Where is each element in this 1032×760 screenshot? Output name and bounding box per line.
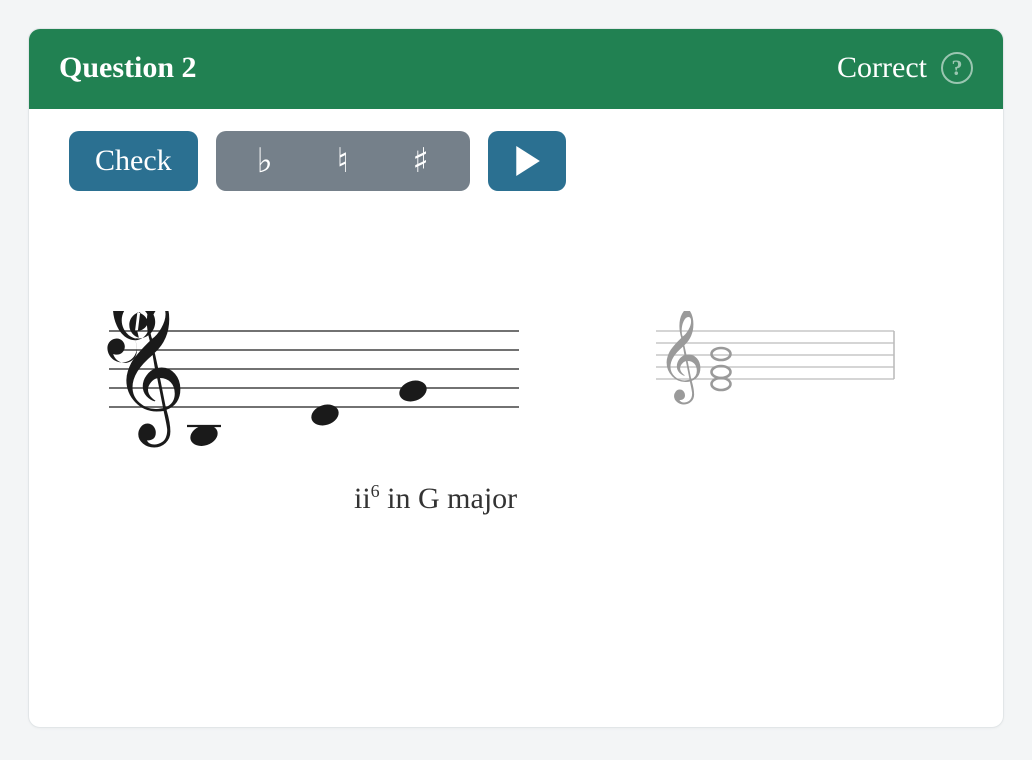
figured-bass: 6 bbox=[371, 481, 380, 501]
mini-staff: 𝄞 bbox=[644, 311, 904, 431]
accidental-group: ♭ ♮ ♯ bbox=[216, 131, 470, 191]
toolbar: Check ♭ ♮ ♯ bbox=[69, 131, 963, 191]
card-header: Question 2 Correct ? bbox=[29, 29, 1003, 109]
chord-label: ii6 in G major bbox=[354, 481, 517, 516]
help-icon[interactable]: ? bbox=[941, 52, 973, 84]
flat-button[interactable]: ♭ bbox=[226, 131, 304, 191]
sharp-button[interactable]: ♯ bbox=[382, 131, 460, 191]
note-c4[interactable] bbox=[309, 401, 342, 429]
chord-stack bbox=[712, 348, 731, 390]
question-card: Question 2 Correct ? Check ♭ ♮ ♯ bbox=[28, 28, 1004, 728]
mini-treble-clef-icon: 𝄞 bbox=[657, 311, 704, 404]
check-button[interactable]: Check bbox=[69, 131, 198, 191]
note-a3[interactable] bbox=[187, 422, 221, 450]
note-e4[interactable] bbox=[397, 377, 430, 405]
header-status-area: Correct ? bbox=[837, 51, 973, 85]
treble-clef-glyph: 𝄞 bbox=[111, 311, 187, 447]
score-area: 𝄞 bbox=[69, 311, 963, 571]
natural-button[interactable]: ♮ bbox=[304, 131, 382, 191]
card-body: Check ♭ ♮ ♯ bbox=[29, 109, 1003, 727]
status-label: Correct bbox=[837, 51, 927, 85]
roman-numeral: ii bbox=[354, 482, 371, 515]
key-label: G major bbox=[418, 482, 517, 515]
question-title: Question 2 bbox=[59, 51, 197, 85]
play-icon bbox=[514, 146, 540, 176]
play-button[interactable] bbox=[488, 131, 566, 191]
